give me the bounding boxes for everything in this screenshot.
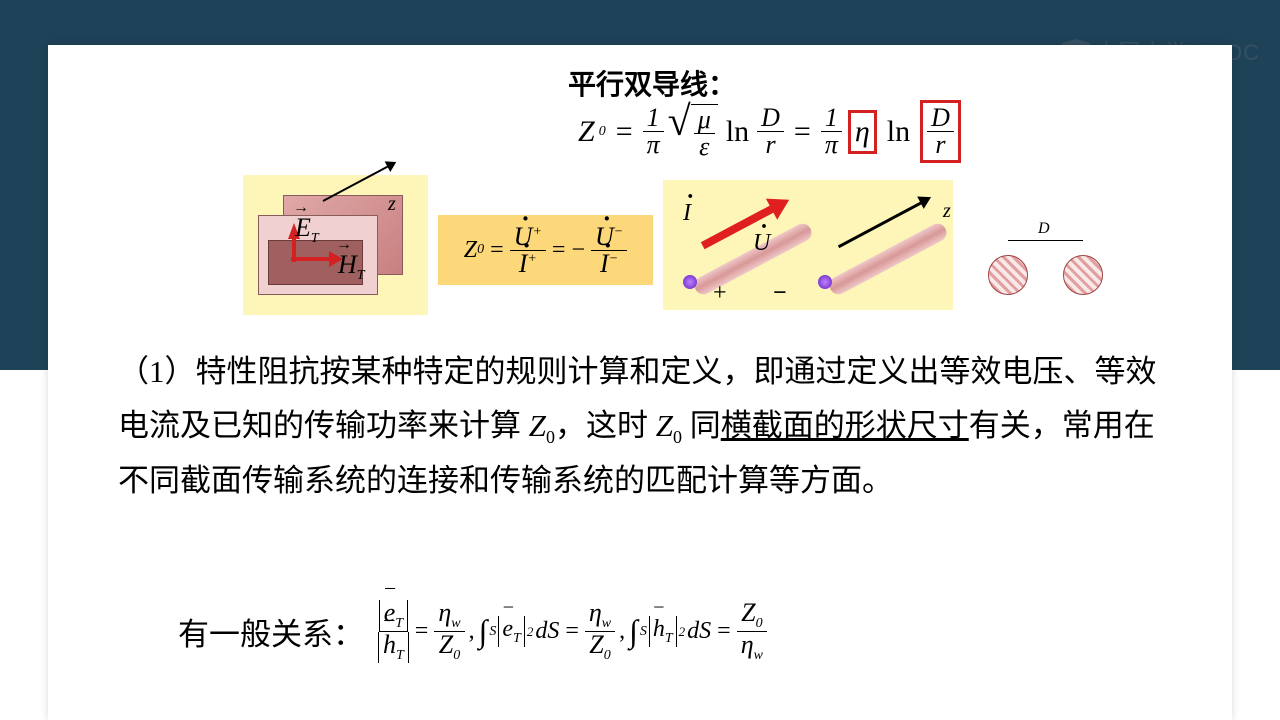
conductor-cross-2 bbox=[1063, 255, 1103, 295]
d-label: D bbox=[1038, 220, 1050, 238]
underlined-phrase: 横截面的形状尺寸 bbox=[721, 408, 969, 443]
h-arrow bbox=[291, 257, 331, 261]
ln2: ln bbox=[887, 115, 910, 149]
eq2: = bbox=[794, 115, 811, 149]
z-label: z bbox=[388, 193, 396, 216]
plus-label: + bbox=[713, 280, 727, 307]
redbox-eta: η bbox=[848, 110, 877, 154]
frac-1-pi-2: 1 π bbox=[821, 105, 842, 158]
i-label: I bbox=[683, 200, 691, 227]
d-span-line bbox=[1008, 240, 1083, 241]
frac-d-r-1: D r bbox=[757, 105, 784, 158]
sub-0: 0 bbox=[599, 124, 606, 140]
waveguide-diagram: z ET HT bbox=[243, 175, 428, 315]
e-label: ET bbox=[295, 213, 319, 247]
general-relation: 有一般关系： eT hT = ηw Z0 , ∫S eT2 dS = ηw Z0… bbox=[178, 600, 767, 663]
eq: = bbox=[616, 115, 633, 149]
terminal-2 bbox=[818, 275, 832, 289]
z0-definition: Z0 = U+ I+ = − U− I− bbox=[438, 215, 653, 285]
minus-label: − bbox=[773, 280, 787, 307]
sqrt-mu-eps: μ ε bbox=[668, 104, 718, 160]
formula-z0: Z0 = 1 π μ ε ln D r = 1 π η ln bbox=[578, 100, 963, 163]
h-label: HT bbox=[338, 250, 365, 284]
slide: 平行双导线： Z0 = 1 π μ ε ln D r = 1 π η bbox=[48, 45, 1232, 720]
terminal-1 bbox=[683, 275, 697, 289]
section-title: 平行双导线： bbox=[568, 63, 736, 103]
ln1: ln bbox=[726, 115, 749, 149]
u-label: U bbox=[753, 230, 770, 257]
body-paragraph: （1）特性阻抗按某种特定的规则计算和定义，即通过定义出等效电压、等效电流及已知的… bbox=[118, 345, 1168, 508]
frac-1-pi: 1 π bbox=[643, 105, 664, 158]
z-label-2: z bbox=[943, 200, 951, 223]
conductor-cross-1 bbox=[988, 255, 1028, 295]
sym-z: Z bbox=[578, 115, 595, 149]
relation-label: 有一般关系： bbox=[178, 609, 364, 654]
diagram-row: z ET HT Z0 = U+ I+ = − U− I− bbox=[243, 175, 1143, 320]
redbox-dr: D r bbox=[920, 100, 961, 163]
